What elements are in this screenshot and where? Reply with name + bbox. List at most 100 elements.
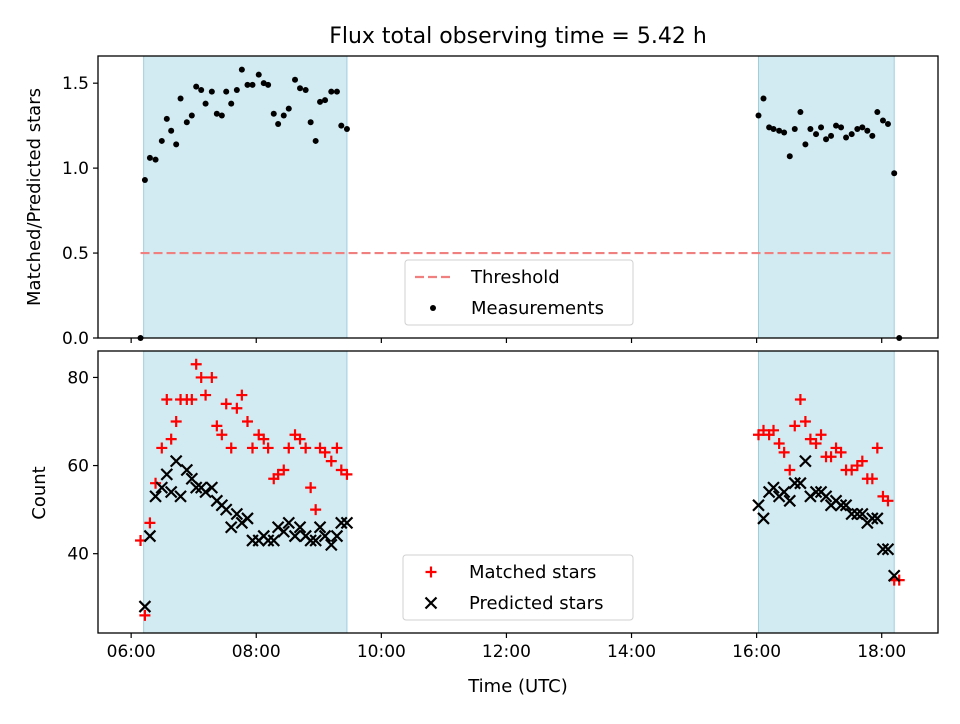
matched-star-point: [305, 482, 317, 494]
matched-star-point: [825, 451, 837, 463]
measurement-point: [188, 112, 195, 119]
matched-star-point: [294, 433, 306, 445]
matched-star-point: [310, 504, 322, 516]
measurement-point: [843, 134, 850, 141]
count-panel: 40 60 80 06:00 08:00 10:00 12:00 14:00 16:00 18:0…: [29, 350, 939, 697]
ratio-panel-ytick-label: 1.5: [62, 74, 89, 94]
predicted-star-point: [887, 569, 901, 582]
count-panel-xtick-label: 14:00: [607, 642, 656, 662]
predicted-star-point: [856, 507, 869, 521]
measurement-point: [152, 156, 159, 163]
measurement-point: [146, 154, 153, 161]
matched-star-point: [866, 473, 878, 485]
predicted-star-point: [205, 481, 219, 494]
measurement-point: [755, 112, 762, 119]
matched-star-point: [882, 495, 894, 507]
predicted-star-point: [757, 512, 770, 525]
matched-star-point: [150, 477, 162, 489]
measurement-point: [168, 127, 175, 134]
matched-star-point: [794, 393, 806, 405]
measurement-point: [285, 105, 292, 112]
predicted-star-point: [309, 534, 322, 547]
measurement-point: [760, 95, 767, 102]
predicted-star-point: [174, 490, 187, 503]
measurement-point: [177, 95, 184, 102]
matched-star-point: [216, 429, 228, 441]
measurement-point: [807, 126, 814, 133]
count-panel-xlabel: Time (UTC): [467, 676, 568, 697]
predicted-star-point: [219, 503, 233, 516]
predicted-star-point: [866, 512, 879, 525]
measurement-point: [218, 112, 225, 119]
measurement-point: [818, 124, 825, 131]
ratio-panel-legend: Threshold Measurements: [404, 259, 634, 326]
predicted-star-point: [839, 498, 853, 512]
measurement-point: [797, 109, 804, 116]
count-panel-xtick-label: 06:00: [107, 642, 156, 662]
measurement-point: [854, 126, 861, 133]
predicted-star-point: [799, 454, 812, 468]
measurement-point: [208, 88, 215, 95]
ratio-panel-frame: [97, 55, 939, 339]
matched-star-point: [856, 455, 868, 467]
matched-star-point: [211, 420, 223, 432]
count-panel-shaded-interval: [757, 350, 895, 634]
measurement-point: [333, 88, 340, 95]
predicted-star-point: [293, 520, 307, 534]
ratio-panel-shaded-interval: [143, 55, 348, 339]
predicted-star-point: [230, 507, 244, 521]
measurement-point: [228, 100, 235, 107]
matched-star-point: [778, 446, 790, 458]
count-panel-xtick-label: 08:00: [232, 642, 281, 662]
measurement-point: [280, 112, 287, 119]
matched-star-point: [325, 455, 337, 467]
measurement-point: [833, 122, 840, 129]
predicted-star-point: [783, 494, 797, 508]
measurement-point: [338, 122, 345, 129]
measurement-point: [275, 120, 282, 127]
measurement-point: [297, 85, 304, 92]
measurement-point: [302, 86, 309, 93]
measurement-point: [838, 124, 845, 131]
measurement-point: [198, 86, 205, 93]
measurement-point: [193, 83, 200, 90]
count-panel-xtick-label: 16:00: [732, 642, 781, 662]
predicted-star-point: [267, 534, 281, 547]
predicted-star-point: [777, 485, 791, 499]
matched-star-point: [220, 398, 232, 410]
legend-marker-swatch: [425, 566, 437, 578]
predicted-star-point: [794, 476, 807, 490]
predicted-star-point: [313, 520, 327, 534]
predicted-star-point: [169, 454, 183, 468]
predicted-star-point: [767, 481, 780, 494]
count-panel-legend-box: [402, 554, 634, 621]
ratio-panel: 0.0 0.5 1.0 1.5 Threshold Measurements Match…: [24, 55, 939, 349]
legend-label: Measurements: [471, 298, 604, 319]
measurement-point: [292, 76, 299, 83]
ratio-panel-ylabel: Matched/Predicted stars: [24, 88, 45, 306]
matched-star-point: [768, 424, 780, 436]
predicted-star-point: [340, 516, 354, 530]
count-panel-points: [135, 358, 905, 621]
measurement-point: [307, 119, 314, 126]
count-panel-axes: 40 60 80 06:00 08:00 10:00 12:00 14:00 16:00 18:0…: [67, 350, 939, 662]
matched-star-point: [161, 393, 173, 405]
predicted-star-point: [304, 534, 317, 547]
count-panel-xtick-label: 18:00: [857, 642, 906, 662]
measurement-point: [328, 88, 335, 95]
count-panel-ytick-label: 40: [67, 545, 89, 565]
predicted-star-point: [809, 485, 823, 499]
ratio-panel-points: [137, 66, 903, 341]
measurement-point: [848, 131, 855, 138]
matched-star-point: [319, 446, 331, 458]
measurement-point: [884, 120, 891, 127]
legend-label: Matched stars: [469, 562, 596, 583]
predicted-star-point: [143, 529, 157, 543]
predicted-star-point: [325, 538, 338, 552]
measurement-point: [265, 81, 272, 88]
matched-star-point: [139, 609, 151, 621]
measurement-point: [802, 141, 809, 148]
predicted-star-point: [330, 529, 344, 543]
matched-star-point: [225, 442, 237, 454]
